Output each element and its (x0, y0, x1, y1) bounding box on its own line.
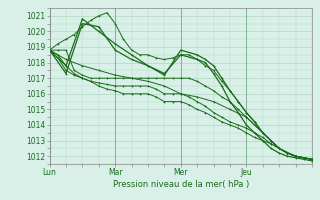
X-axis label: Pression niveau de la mer( hPa ): Pression niveau de la mer( hPa ) (113, 180, 249, 189)
